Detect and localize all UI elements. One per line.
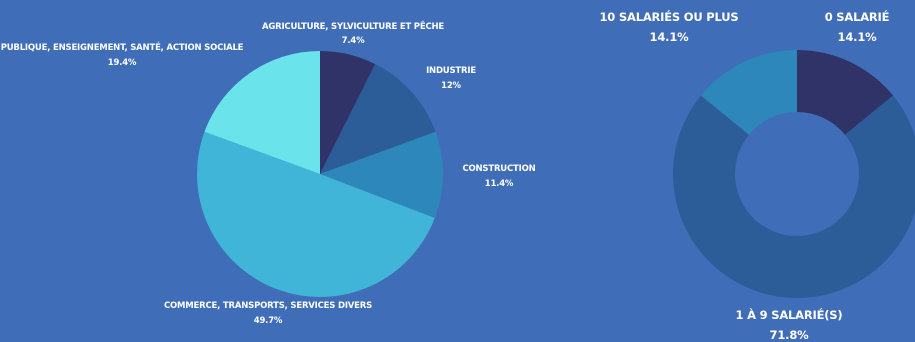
label-construction: CONSTRUCTION 11.4% (462, 164, 535, 189)
label-ten-plus-value: 14.1% (650, 30, 690, 44)
sector-pie-chart (197, 51, 443, 297)
label-ten-plus-name: 10 SALARIÉS OU PLUS (600, 9, 739, 24)
label-zero-value: 14.1% (838, 30, 878, 44)
label-zero: 0 SALARIÉ 14.1% (825, 9, 890, 44)
label-industrie: INDUSTRIE 12% (426, 66, 476, 91)
slice-industrie (320, 64, 436, 174)
label-commerce-name: COMMERCE, TRANSPORTS, SERVICES DIVERS (164, 301, 372, 311)
label-industrie-name: INDUSTRIE (426, 66, 476, 76)
label-publique-name: PUBLIQUE, ENSEIGNEMENT, SANTÉ, ACTION SO… (1, 41, 244, 53)
label-commerce: COMMERCE, TRANSPORTS, SERVICES DIVERS 49… (164, 301, 372, 326)
label-zero-name: 0 SALARIÉ (825, 9, 890, 24)
label-commerce-value: 49.7% (254, 316, 283, 326)
label-agriculture-name: AGRICULTURE, SYLVICULTURE ET PÊCHE (262, 20, 444, 32)
slice-zero (797, 50, 894, 135)
label-industrie-value: 12% (441, 81, 461, 91)
label-one-to-nine-value: 71.8% (770, 328, 810, 342)
slice-one-to-nine (673, 95, 915, 298)
label-publique-value: 19.4% (108, 58, 137, 68)
slice-construction (320, 131, 443, 219)
label-agriculture: AGRICULTURE, SYLVICULTURE ET PÊCHE 7.4% (262, 20, 445, 46)
label-publique: PUBLIQUE, ENSEIGNEMENT, SANTÉ, ACTION SO… (1, 41, 244, 68)
slice-ten-plus (700, 49, 797, 135)
label-construction-value: 11.4% (485, 179, 514, 189)
label-construction-name: CONSTRUCTION (462, 164, 535, 174)
slice-agriculture (320, 51, 376, 174)
label-ten-plus: 10 SALARIÉS OU PLUS 14.1% (600, 9, 739, 44)
employee-donut-chart (673, 49, 915, 298)
label-agriculture-value: 7.4% (342, 36, 365, 46)
slice-commerce (197, 131, 435, 297)
label-one-to-nine: 1 À 9 SALARIÉ(S) 71.8% (736, 307, 843, 342)
slice-publique (204, 51, 320, 174)
label-one-to-nine-name: 1 À 9 SALARIÉ(S) (736, 307, 843, 322)
